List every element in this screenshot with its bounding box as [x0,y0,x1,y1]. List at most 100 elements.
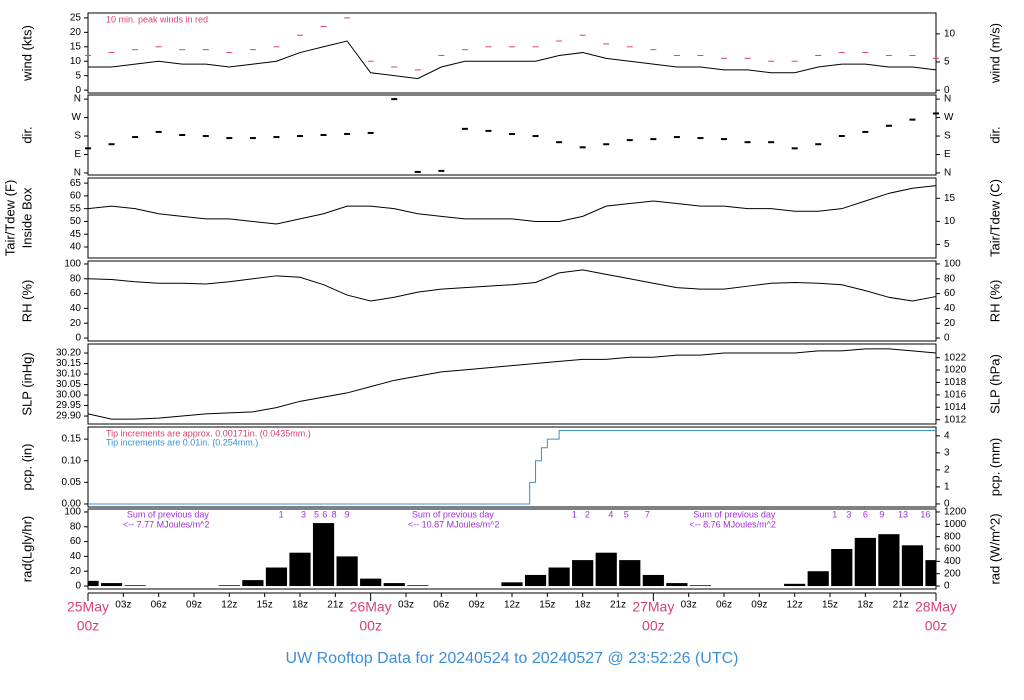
data-point [273,136,280,139]
y-axis-label: wind (kts) [19,25,34,82]
annotation: <-- 7.77 MJoules/m^2 [123,519,210,529]
bar [360,578,382,587]
x-tick-label: 18z [857,600,873,611]
x-tick-label: 06z [433,600,449,611]
panel-frame [87,426,937,508]
bar [854,537,876,587]
data-line [87,269,937,302]
x-tick-label: 00z [925,618,948,634]
data-point [391,98,398,101]
bar [312,523,335,587]
y-tick-label: 60 [70,536,82,547]
bar [383,583,405,587]
y-tick-label: N [74,168,81,179]
x-tick-label: 15z [822,600,838,611]
bar [595,552,617,587]
y2-tick-label: 10 [944,216,956,227]
y-tick-label: 0 [75,333,81,344]
data-point [532,135,539,138]
y2-tick-label: 200 [944,568,961,579]
hour-mark: 4 [608,509,613,519]
x-tick-label: 18z [292,600,308,611]
y-tick-label: 15 [70,41,82,52]
y-tick-label: 0.15 [62,434,82,445]
data-line [87,348,937,420]
x-tick-label: 06z [716,600,732,611]
data-point [579,146,586,149]
annotation: Sum of previous day [127,509,210,519]
y-tick-label: 25 [70,13,82,24]
bar [642,574,664,587]
bar [124,585,146,587]
y2-tick-label: 800 [944,531,961,542]
x-tick-label: 09z [186,600,202,611]
hour-mark: 16 [920,509,930,519]
y-axis-label: rad(Lgly/hr) [19,516,34,582]
annotation: Tip increments are approx. 0.00171in. (0… [106,428,311,438]
bar [218,585,240,587]
y2-tick-label: 80 [944,273,956,284]
annotation: Tip increments are 0.01in. (0.254mm.) [106,437,258,447]
bar [807,571,829,587]
x-date-label: 26May [350,599,392,615]
panel-frame [87,343,937,425]
annotation: Sum of previous day [412,509,495,519]
x-tick-label: 00z [77,618,100,634]
x-tick-label: 15z [539,600,555,611]
y2-tick-label: W [944,112,954,123]
bar [501,582,523,587]
data-point [108,143,115,146]
x-tick-label: 03z [115,600,131,611]
panel-frame [87,177,937,259]
data-point [815,143,822,146]
x-tick-label: 12z [221,600,237,611]
bar [831,549,853,587]
y2-tick-label: 600 [944,544,961,555]
bar [242,580,264,587]
y-tick-label: 80 [70,521,82,532]
data-point [791,147,798,150]
bar [289,552,311,587]
data-point [414,170,421,173]
y2-axis-label: SLP (hPa) [987,354,1002,414]
data-point [297,135,303,138]
data-line [87,185,937,225]
data-line [88,429,936,505]
y2-tick-label: 1200 [944,507,967,518]
y2-tick-label: 100 [944,259,961,270]
data-point [838,135,845,138]
y-axis-label: SLP (inHg) [19,352,34,415]
x-tick-label: 21z [610,600,626,611]
y2-axis-label: dir. [987,126,1002,143]
y-tick-label: 0.10 [62,455,82,466]
y-tick-label: 30.00 [56,390,81,401]
data-point [367,131,374,134]
hour-mark: 6 [322,509,327,519]
data-point [509,132,515,135]
hour-mark: 1 [832,509,837,519]
panel-frame [87,12,937,94]
y-tick-label: 20 [70,27,82,38]
y2-tick-label: 15 [944,193,956,204]
annotation: <-- 8.76 MJoules/m^2 [689,519,776,529]
y2-tick-label: 0 [944,85,950,96]
x-tick-label: 09z [469,600,485,611]
y2-tick-label: 0 [944,499,950,510]
hour-mark: 3 [301,509,306,519]
y-axis-label: Inside Box [19,187,34,248]
bar [88,580,99,587]
y2-tick-label: 5 [944,239,950,250]
y-tick-label: N [74,94,81,105]
annotation: 10 min. peak winds in red [106,14,208,24]
y-tick-label: E [74,149,81,160]
data-point [744,141,751,144]
y-tick-label: 20 [70,566,82,577]
hour-mark: 5 [624,509,629,519]
y-axis-label: pcp. (in) [19,444,34,491]
x-tick-label: 15z [257,600,273,611]
y2-tick-label: S [944,131,951,142]
bar [689,585,712,587]
y-tick-label: 40 [70,551,82,562]
x-tick-label: 12z [504,600,520,611]
data-point [603,143,610,146]
